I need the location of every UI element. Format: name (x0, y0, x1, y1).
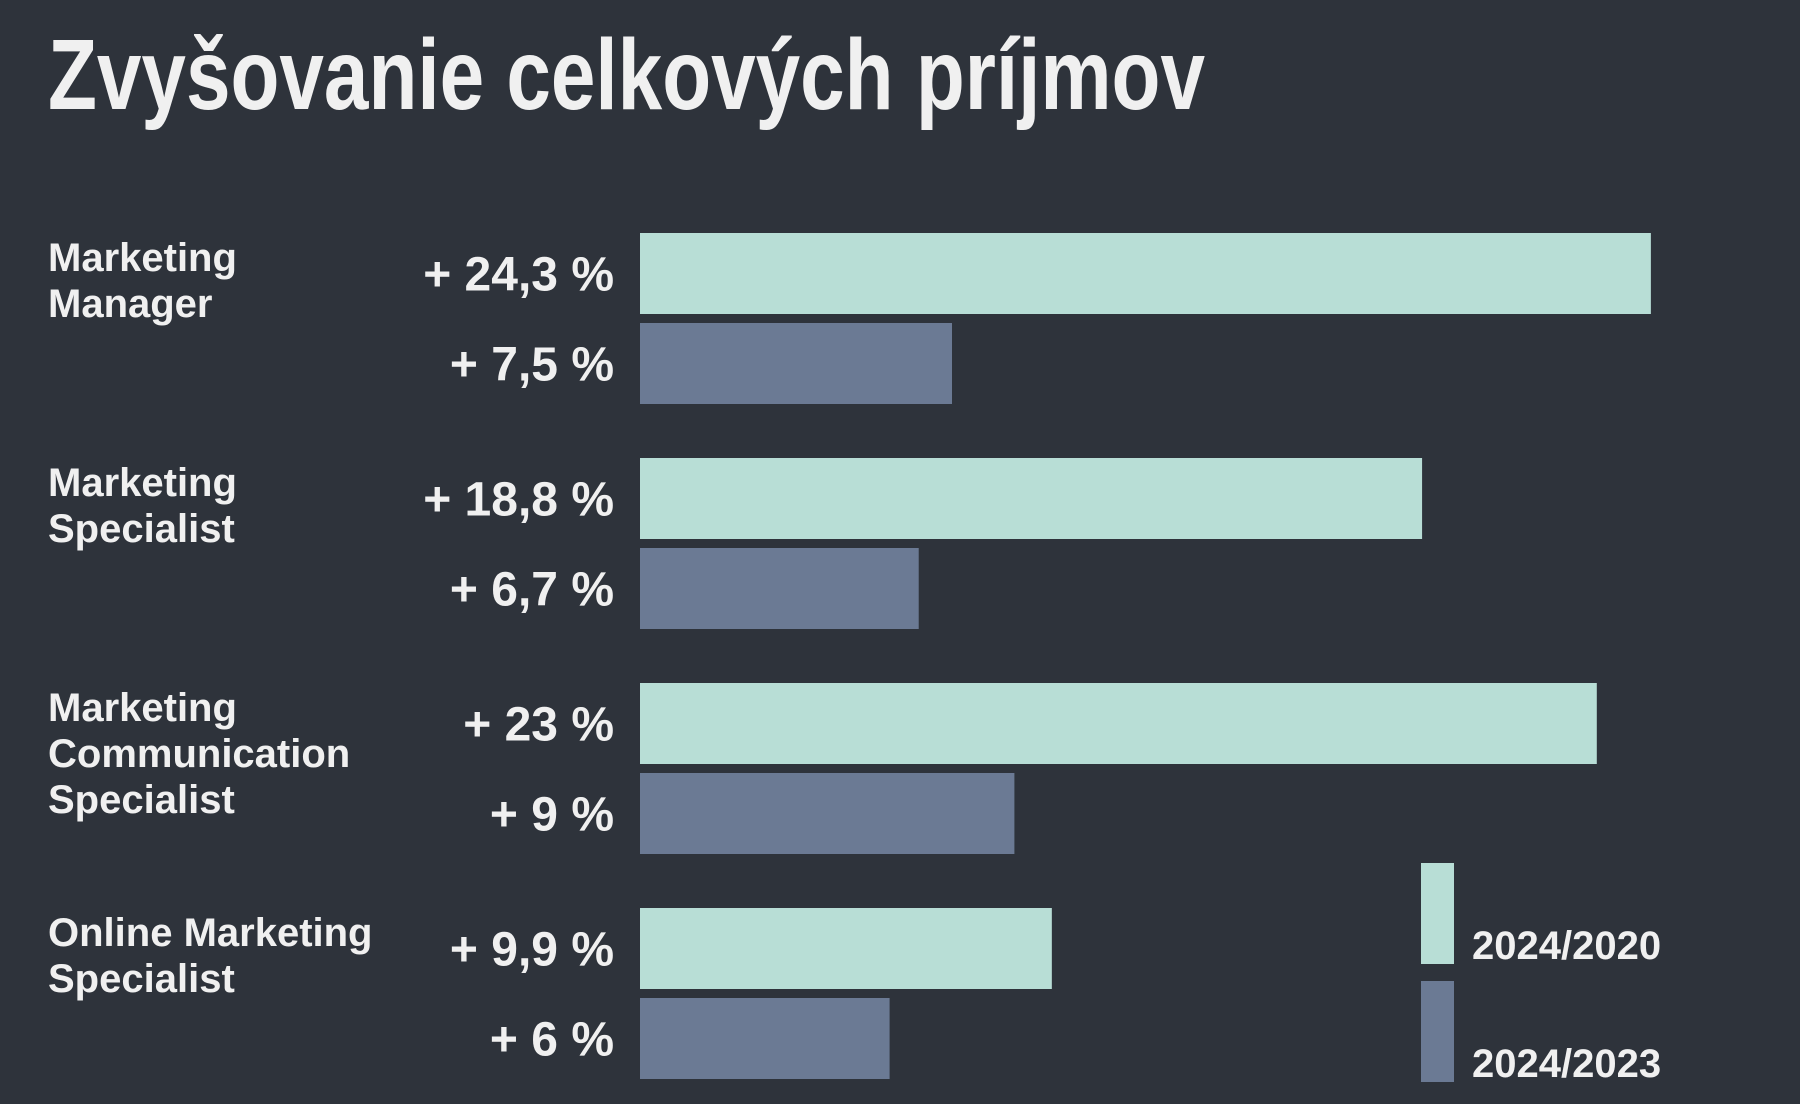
value-label: + 24,3 % (423, 249, 614, 302)
legend-label: 2024/2023 (1472, 1042, 1661, 1086)
bar (640, 908, 1052, 989)
chart-title: Zvyšovanie celkových príjmov (48, 19, 1205, 131)
bar (640, 323, 952, 404)
bar (640, 233, 1651, 314)
category-label: Marketing Manager (48, 236, 237, 326)
value-label: + 9,9 % (450, 924, 614, 977)
value-label: + 7,5 % (450, 339, 614, 392)
category-label: Marketing Specialist (48, 461, 237, 551)
bar (640, 998, 890, 1079)
legend-label: 2024/2020 (1472, 924, 1661, 968)
value-label: + 6 % (490, 1014, 614, 1067)
category-label: Marketing Communication Specialist (48, 686, 350, 822)
bar (640, 458, 1423, 539)
bar (640, 683, 1597, 764)
value-label: + 6,7 % (450, 564, 614, 617)
value-label: + 18,8 % (423, 474, 614, 527)
bar (640, 548, 919, 629)
value-label: + 9 % (490, 789, 614, 842)
category-label: Online Marketing Specialist (48, 911, 373, 1001)
bar (640, 773, 1015, 854)
value-label: + 23 % (463, 699, 614, 752)
legend-swatch (1421, 863, 1454, 964)
legend-swatch (1421, 981, 1454, 1082)
